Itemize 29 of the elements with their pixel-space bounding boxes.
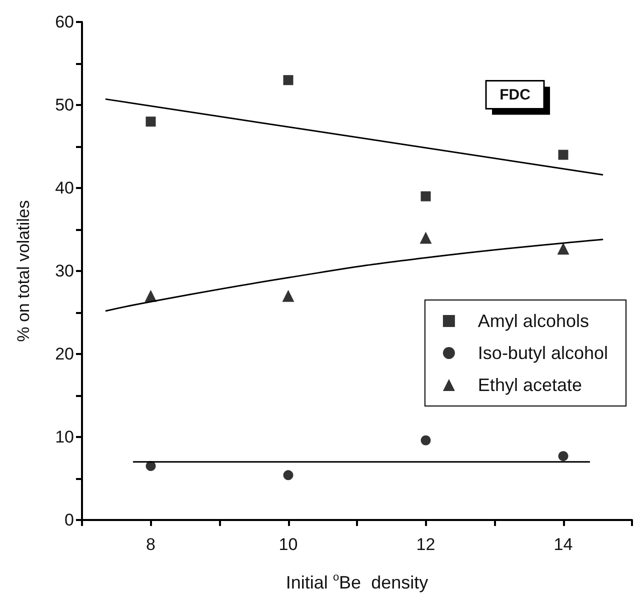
point	[420, 232, 432, 244]
point	[557, 242, 570, 255]
x-tick-label: 10	[278, 535, 298, 554]
y-tick-label: 30	[55, 262, 74, 280]
point	[282, 290, 294, 302]
y-tick-label: 20	[55, 344, 74, 364]
point	[420, 435, 431, 446]
annotation: FDC	[500, 86, 531, 104]
y-tick-label: 50	[55, 96, 74, 114]
y-tick-label: 40	[55, 178, 74, 198]
point	[146, 461, 156, 472]
y-tick-label: 0	[64, 510, 74, 530]
line-series	[105, 238, 604, 312]
legend-label: Ethyl acetate	[478, 375, 582, 395]
point	[558, 451, 568, 462]
legend-label: Iso-butyl alcohol	[478, 343, 608, 363]
y-axis-title: % on total volatiles	[14, 200, 33, 342]
point	[283, 75, 294, 86]
y-tick-label: 10	[55, 428, 74, 446]
x-tick-label: 8	[146, 535, 156, 554]
point	[420, 191, 431, 202]
y-tick-label: 60	[55, 12, 74, 32]
point	[144, 290, 157, 302]
legend-label: Amyl alcohols	[478, 311, 589, 331]
point	[283, 470, 294, 480]
x-tick-label: 12	[416, 535, 436, 554]
x-tick-label: 14	[554, 535, 573, 554]
point	[146, 116, 156, 127]
point	[558, 150, 568, 160]
